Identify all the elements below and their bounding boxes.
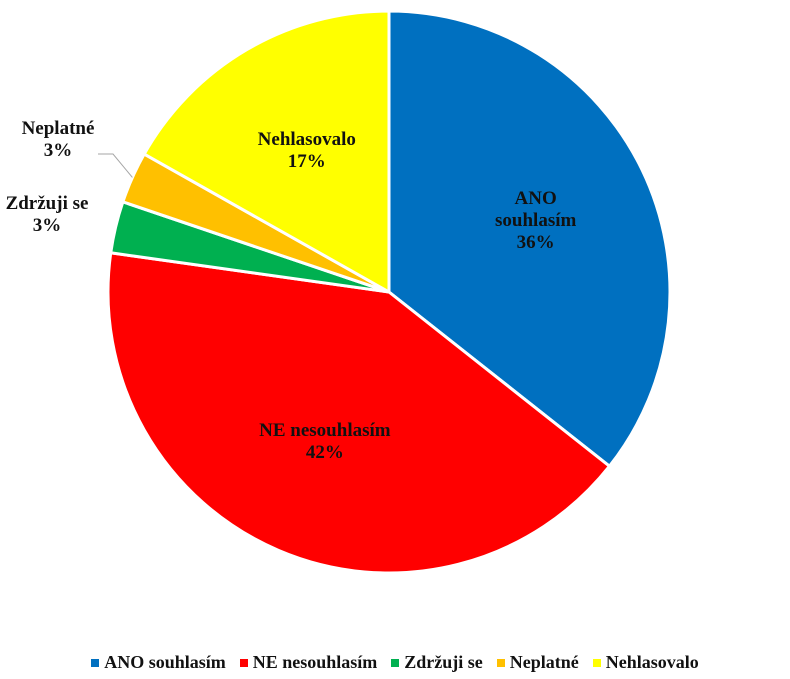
data-label-category: Zdržuji se (5, 193, 89, 214)
pie-slice (106, 251, 612, 575)
legend-label: Nehlasovalo (605, 652, 699, 672)
data-label: ANO souhlasím 36% (481, 188, 591, 254)
legend-swatch (391, 658, 400, 667)
data-label-value: 3% (43, 140, 73, 161)
data-label: Zdržuji se 3% (0, 193, 102, 237)
legend: ANO souhlasím NE nesouhlasím Zdržuji se Nep… (0, 652, 790, 673)
legend-item: ANO souhlasím (91, 652, 226, 673)
legend-item: Nehlasovalo (592, 652, 699, 673)
legend-item: NE nesouhlasím (239, 652, 378, 673)
data-label-category: Nehlasovalo (257, 129, 356, 151)
data-label-category: Neplatné (21, 118, 95, 139)
legend-label: NE nesouhlasím (252, 652, 378, 672)
data-label-value: 36% (516, 231, 555, 253)
data-label: Nehlasovalo 17% (232, 129, 382, 173)
data-label-category: ANO souhlasím (495, 187, 577, 231)
data-label-value: 42% (305, 441, 344, 463)
legend-label: Neplatné (509, 652, 579, 672)
data-label-category: NE nesouhlasím (259, 419, 391, 441)
data-label-value: 3% (32, 215, 62, 236)
legend-swatch (592, 658, 601, 667)
leader-line (98, 153, 133, 178)
legend-swatch (239, 658, 248, 667)
legend-label: Zdržuji se (404, 652, 483, 672)
pie-slice (387, 9, 672, 469)
legend-swatch (496, 658, 505, 667)
legend-item: Zdržuji se (391, 652, 483, 673)
legend-swatch (91, 658, 100, 667)
pie-slice (142, 9, 391, 295)
data-label-value: 17% (287, 151, 326, 173)
data-label: Neplatné 3% (8, 118, 108, 162)
legend-item: Neplatné (496, 652, 579, 673)
data-label: NE nesouhlasím 42% (225, 420, 425, 464)
legend-label: ANO souhlasím (104, 652, 226, 672)
